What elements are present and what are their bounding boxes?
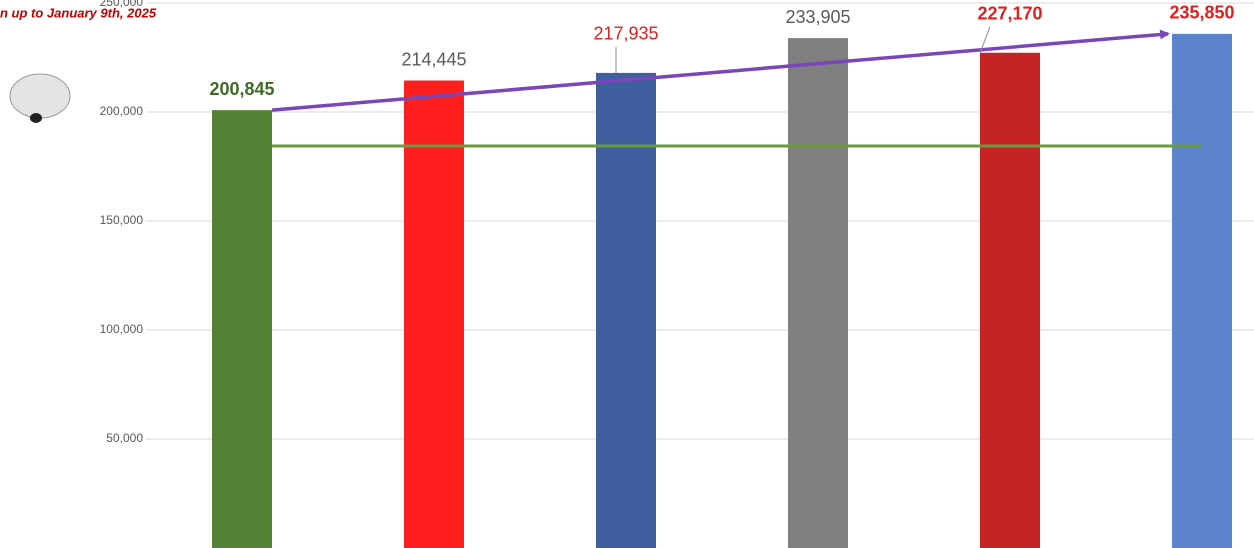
value-label: 200,845	[209, 79, 274, 99]
bar	[404, 80, 464, 548]
y-tick-label: 50,000	[106, 431, 143, 445]
y-tick-label: 250,000	[100, 0, 144, 9]
leader-line	[979, 26, 991, 53]
value-label: 233,905	[785, 7, 850, 27]
trend-arrow	[271, 29, 1170, 112]
bar	[1172, 33, 1232, 548]
y-tick-label: 200,000	[100, 104, 144, 118]
bar	[788, 38, 848, 548]
bar	[596, 72, 656, 548]
value-label: 217,935	[593, 24, 658, 44]
value-label: 227,170	[977, 4, 1042, 24]
value-label: 214,445	[401, 49, 466, 69]
y-tick-label: 100,000	[100, 322, 144, 336]
subtitle: n up to January 9th, 2025	[0, 5, 157, 20]
bar	[212, 110, 272, 548]
value-label: 235,850	[1169, 3, 1234, 23]
wolf-icon	[9, 73, 71, 123]
bar	[980, 52, 1040, 548]
y-tick-label: 150,000	[100, 213, 144, 227]
